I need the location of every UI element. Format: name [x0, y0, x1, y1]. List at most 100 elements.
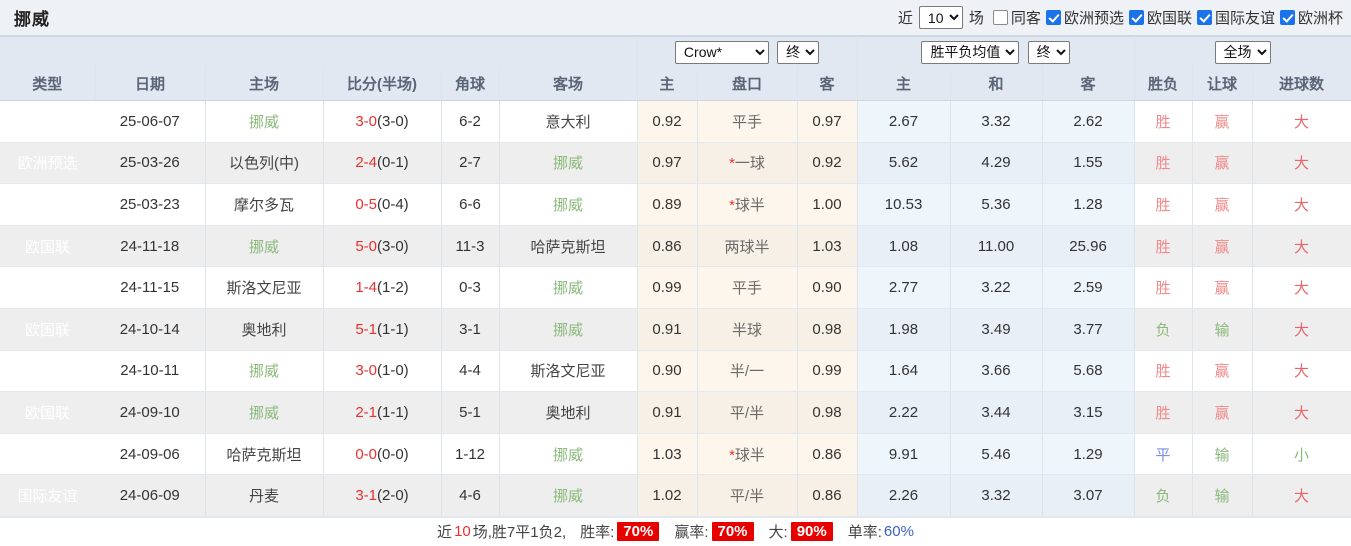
cell-home-team: 以色列(中) — [205, 142, 324, 185]
recent-count-select[interactable]: 6102030 — [918, 6, 963, 29]
cell-score: 0-0(0-0) — [323, 433, 442, 476]
cell-handicap-away: 0.99 — [797, 350, 858, 393]
cell-odds-home: 1.98 — [857, 308, 951, 351]
summary-hcp-rate-label: 赢率: — [674, 524, 709, 542]
cell-odds-draw: 5.36 — [950, 183, 1043, 226]
table-row[interactable]: 欧洲预选 25-03-23 摩尔多瓦 0-5(0-4) 6-6 挪威 0.89 *球半 1.00… — [0, 183, 1351, 226]
cell-handicap-line: 平/半 — [697, 474, 798, 517]
cell-handicap-away: 0.98 — [797, 308, 858, 351]
cell-handicap-home: 0.99 — [637, 266, 698, 309]
cell-result-goals: 大 — [1252, 308, 1351, 351]
cell-handicap-home: 1.03 — [637, 433, 698, 476]
filter-checkbox-friendly[interactable] — [1196, 10, 1212, 25]
cell-odds-away: 2.62 — [1042, 100, 1135, 143]
table-row[interactable]: 欧洲预选 25-03-26 以色列(中) 2-4(0-1) 2-7 挪威 0.97 *一球 0.… — [0, 142, 1351, 185]
table-row[interactable]: 欧国联 24-10-11 挪威 3-0(1-0) 4-4 斯洛文尼亚 0.90 半/一 0.99… — [0, 350, 1351, 393]
cell-date: 24-11-18 — [95, 225, 206, 268]
cell-result-handicap: 赢 — [1192, 100, 1253, 143]
cell-score: 3-1(2-0) — [323, 474, 442, 517]
cell-result-wdl: 胜 — [1134, 100, 1193, 143]
col-header-hcp-line: 盘口 — [697, 67, 798, 101]
cell-match-type: 欧洲预选 — [0, 142, 95, 185]
table-row[interactable]: 欧国联 24-09-10 挪威 2-1(1-1) 5-1 奥地利 0.91 平/半 0.98 2.… — [0, 391, 1351, 434]
cell-result-wdl: 胜 — [1134, 225, 1193, 268]
cell-handicap-line: 两球半 — [697, 225, 798, 268]
summary-bar: 近 10 场,胜7平1负2, 胜率: 70% 赢率: 70% 大: 90% 单率: 60% — [0, 516, 1351, 546]
cell-handicap-home: 0.97 — [637, 142, 698, 185]
cell-result-goals: 小 — [1252, 433, 1351, 476]
filter-label-nations-league: 欧国联 — [1146, 10, 1192, 27]
cell-home-team: 挪威 — [205, 225, 324, 268]
cell-result-goals: 大 — [1252, 474, 1351, 517]
table-row[interactable]: 欧国联 24-10-14 奥地利 5-1(1-1) 3-1 挪威 0.91 半球 0.98 1.9… — [0, 308, 1351, 351]
cell-score: 5-0(3-0) — [323, 225, 442, 268]
cell-handicap-line: 平/半 — [697, 391, 798, 434]
cell-away-team: 挪威 — [499, 308, 638, 351]
cell-result-goals: 大 — [1252, 350, 1351, 393]
cell-odds-draw: 3.44 — [950, 391, 1043, 434]
cell-handicap-line: *一球 — [697, 142, 798, 185]
cell-corner: 6-2 — [441, 100, 500, 143]
table-row[interactable]: 欧国联 24-11-18 挪威 5-0(3-0) 11-3 哈萨克斯坦 0.86 两球半 1.0… — [0, 225, 1351, 268]
cell-odds-draw: 11.00 — [950, 225, 1043, 268]
summary-prefix: 近 — [437, 524, 453, 542]
cell-result-goals: 大 — [1252, 266, 1351, 309]
cell-date: 24-10-11 — [95, 350, 206, 393]
cell-odds-home: 1.08 — [857, 225, 951, 268]
cell-match-type: 欧国联 — [0, 308, 95, 351]
cell-result-wdl: 胜 — [1134, 183, 1193, 226]
cell-result-handicap: 输 — [1192, 433, 1253, 476]
same-venue-checkbox[interactable] — [992, 10, 1008, 25]
cell-score: 3-0(1-0) — [323, 350, 442, 393]
odds-type-select[interactable]: 胜平负均值欧赔亚盘 — [921, 40, 1020, 64]
cell-odds-home: 9.91 — [857, 433, 951, 476]
odds-stage-select[interactable]: 初终 — [1027, 40, 1070, 64]
cell-result-goals: 大 — [1252, 142, 1351, 185]
recent-label: 近 — [897, 10, 913, 27]
summary-odd-rate: 60% — [883, 523, 914, 541]
cell-match-type: 欧国联 — [0, 350, 95, 393]
cell-date: 24-11-15 — [95, 266, 206, 309]
cell-match-type: 欧国联 — [0, 391, 95, 434]
cell-handicap-home: 0.90 — [637, 350, 698, 393]
summary-count: 10 — [454, 523, 471, 541]
cell-odds-away: 3.07 — [1042, 474, 1135, 517]
filter-checkbox-euro-qualifier[interactable] — [1045, 10, 1061, 25]
cell-odds-away: 5.68 — [1042, 350, 1135, 393]
company-select[interactable]: Crow*Bet365MacauslotLadbrokes — [674, 40, 769, 64]
cell-corner: 4-4 — [441, 350, 500, 393]
table-head: Crow*Bet365MacauslotLadbrokes 初终 胜平负均值欧赔… — [0, 36, 1351, 101]
scope-selector-cell: 全场半场 — [1134, 36, 1351, 67]
table-row[interactable]: 欧国联 24-09-06 哈萨克斯坦 0-0(0-0) 1-12 挪威 1.03 *球半 0.8… — [0, 433, 1351, 476]
col-header-score: 比分(半场) — [323, 67, 442, 101]
scope-select[interactable]: 全场半场 — [1214, 40, 1271, 64]
filter-label-euro-qualifier: 欧洲预选 — [1063, 10, 1124, 27]
cell-corner: 4-6 — [441, 474, 500, 517]
cell-home-team: 挪威 — [205, 391, 324, 434]
cell-result-handicap: 输 — [1192, 474, 1253, 517]
page-title: 挪威 — [14, 10, 50, 29]
table-row[interactable]: 国际友谊 24-06-09 丹麦 3-1(2-0) 4-6 挪威 1.02 平/半 0.86 2.… — [0, 474, 1351, 517]
col-header-corner: 角球 — [441, 67, 500, 101]
cell-odds-home: 2.77 — [857, 266, 951, 309]
cell-handicap-line: 平手 — [697, 266, 798, 309]
col-header-date: 日期 — [95, 67, 206, 101]
cell-corner: 3-1 — [441, 308, 500, 351]
summary-hcp-rate: 70% — [711, 522, 754, 542]
cell-away-team: 斯洛文尼亚 — [499, 350, 638, 393]
filter-checkbox-nations-league[interactable] — [1128, 10, 1144, 25]
cell-date: 25-03-23 — [95, 183, 206, 226]
table-row[interactable]: 欧洲预选 25-06-07 挪威 3-0(3-0) 6-2 意大利 0.92 平手 0.97 2.… — [0, 100, 1351, 143]
table-row[interactable]: 欧国联 24-11-15 斯洛文尼亚 1-4(1-2) 0-3 挪威 0.99 平手 0.90 2… — [0, 266, 1351, 309]
col-header-type: 类型 — [0, 67, 96, 101]
cell-date: 24-09-06 — [95, 433, 206, 476]
cell-match-type: 欧国联 — [0, 225, 95, 268]
cell-handicap-away: 0.97 — [797, 100, 858, 143]
cell-corner: 0-3 — [441, 266, 500, 309]
handicap-stage-select[interactable]: 初终 — [777, 40, 820, 64]
cell-odds-draw: 3.32 — [950, 474, 1043, 517]
toolbar: 挪威 近 6102030 场 同客 欧洲预选 欧国联 国际友谊 欧洲杯 — [0, 0, 1351, 36]
cell-odds-home: 2.26 — [857, 474, 951, 517]
filter-checkbox-euro-cup[interactable] — [1279, 10, 1295, 25]
